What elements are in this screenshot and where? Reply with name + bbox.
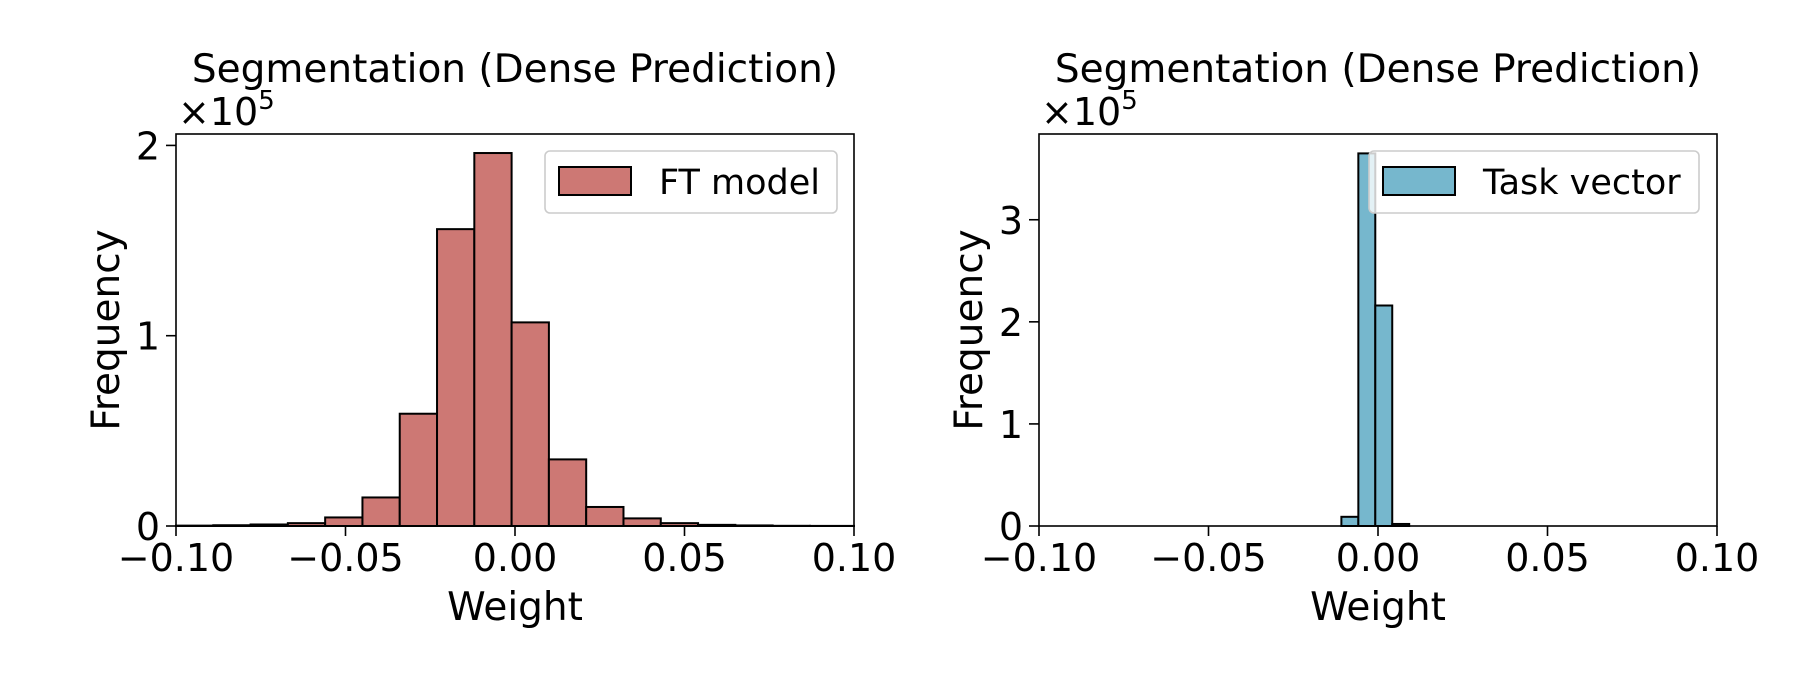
x-tick-label: 0.00	[1336, 536, 1421, 580]
chart-title: Segmentation (Dense Prediction)	[1055, 47, 1701, 92]
y-multiplier-label: ×105	[178, 86, 275, 134]
y-axis-label: Frequency	[947, 229, 992, 430]
histogram-bar	[361, 496, 401, 527]
chart-title: Segmentation (Dense Prediction)	[192, 47, 838, 92]
y-multiplier-exponent: 5	[1121, 86, 1138, 116]
histogram-bar	[436, 228, 476, 527]
y-tick-label: 2	[136, 124, 160, 168]
histogram-bar	[473, 152, 513, 528]
y-multiplier-exponent: 5	[258, 86, 275, 116]
histogram-bar	[398, 412, 439, 527]
legend-swatch	[558, 166, 632, 196]
x-tick-label: 0.10	[1675, 536, 1760, 580]
x-tick-label: 0.10	[812, 536, 897, 580]
legend-label: FT model	[659, 163, 820, 203]
x-tick-label: −0.05	[1150, 536, 1266, 580]
x-tick-label: −0.10	[981, 536, 1097, 580]
y-tick-label: 0	[136, 505, 160, 549]
y-tick-label: 2	[999, 301, 1023, 345]
x-axis-label: Weight	[1310, 585, 1446, 630]
x-tick-label: 0.05	[1505, 536, 1590, 580]
y-tick-label: 1	[136, 315, 160, 359]
histogram-bar	[510, 321, 550, 527]
legend-label: Task vector	[1482, 163, 1681, 203]
histogram-bar	[324, 516, 364, 527]
y-multiplier-base: ×10	[178, 90, 258, 134]
histogram-bar	[585, 505, 625, 528]
y-axis-label: Frequency	[84, 229, 129, 430]
y-tick-label: 0	[999, 505, 1023, 549]
y-multiplier-label: ×105	[1041, 86, 1138, 134]
x-tick-label: −0.10	[118, 536, 234, 580]
y-multiplier-base: ×10	[1041, 90, 1121, 134]
histogram-bar	[1374, 304, 1394, 527]
x-tick-label: 0.05	[642, 536, 727, 580]
histogram-bars	[175, 152, 855, 528]
legend: Task vector	[1368, 150, 1700, 214]
left-panel-ft-model: −0.10 −0.05 0.00 0.05 0.10 0 1 2 Segmentation (D…	[84, 47, 896, 630]
right-panel-task-vector: −0.10 −0.05 0.00 0.05 0.10 0 1 2 3 Segmentation (…	[947, 47, 1759, 630]
legend-swatch	[1382, 166, 1456, 196]
histogram-bar	[1340, 515, 1360, 527]
histogram-bar	[622, 517, 662, 528]
histogram-bar	[547, 458, 588, 528]
x-axis-label: Weight	[447, 585, 583, 630]
x-tick-label: −0.05	[287, 536, 403, 580]
legend: FT model	[544, 150, 838, 214]
y-tick-label: 3	[999, 199, 1023, 243]
y-tick-label: 1	[999, 403, 1023, 447]
x-tick-label: 0.00	[473, 536, 558, 580]
